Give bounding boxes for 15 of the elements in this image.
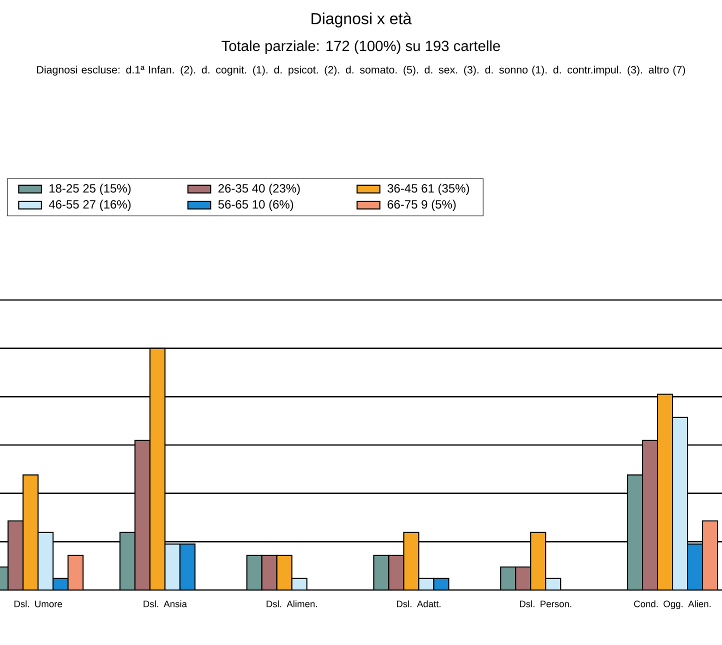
x-tick-label: Dsl. Ansia bbox=[144, 600, 187, 608]
x-tick-label: Dsl. Umore bbox=[14, 600, 62, 608]
chart-title: Diagnosi x età bbox=[312, 12, 412, 28]
x-tick-label: Dsl. Alimen. bbox=[266, 600, 317, 608]
text: Diagnosi escluse: d.1ª Infan. (2). d. cognit. (1). d. psicot. (2). d. somato. (5). d. sex. (3). d. sonno (1). d. contr.impul. (3). altro (7) bbox=[37, 66, 686, 76]
legend-label: 66-75 9 (5%) bbox=[388, 200, 456, 211]
x-tick-label: Dsl. Person. bbox=[520, 600, 572, 608]
legend-label: 18-25 25 (15%) bbox=[50, 184, 131, 195]
chart-subtitle: Totale parziale: 172 (100%) su 193 cartelle bbox=[222, 40, 500, 54]
legend-label: 46-55 27 (16%) bbox=[48, 200, 131, 211]
legend-label: 56-65 10 (6%) bbox=[218, 200, 294, 211]
x-tick-label: Dsl. Adatt. bbox=[396, 600, 440, 608]
legend-label: 26-35 40 (23%) bbox=[218, 184, 300, 195]
x-tick-label: Cond. Ogg. Alien. bbox=[634, 600, 711, 610]
legend-label: 36-45 61 (35%) bbox=[388, 184, 470, 195]
